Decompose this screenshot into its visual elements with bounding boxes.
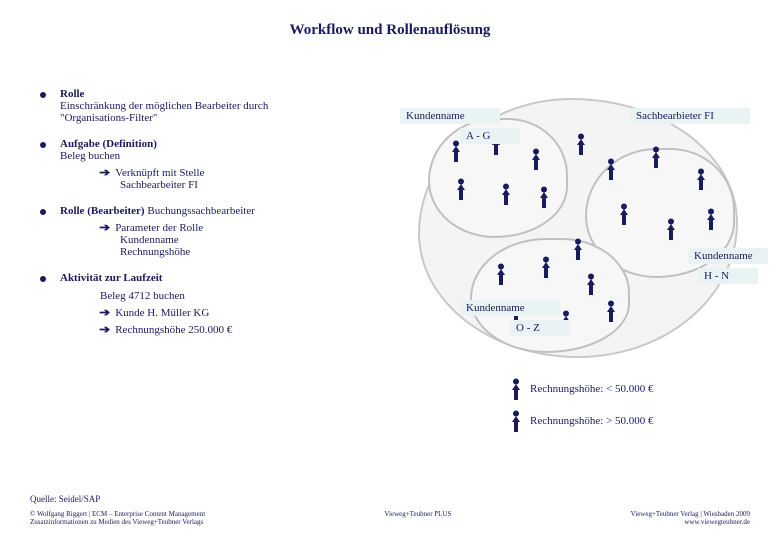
- person-icon: [665, 218, 677, 240]
- section-rolle-bearbeiter: Rolle (Bearbeiter) Buchungssachbearbeite…: [40, 205, 340, 258]
- person-icon: [495, 263, 507, 285]
- label-b_oz_v: O - Z: [510, 320, 570, 336]
- legend-row: Rechnungshöhe: < 50.000 €: [510, 378, 654, 400]
- footer-source: Quelle: Seidel/SAP: [30, 494, 750, 504]
- person-icon: [575, 133, 587, 155]
- arrow-icon: ➔: [99, 221, 110, 234]
- aufgabe-arrow2: Sachbearbeiter FI: [120, 179, 204, 191]
- label-b_hn_v: H - N: [698, 268, 758, 284]
- akt-arrow1: Kunde H. Müller KG: [115, 307, 209, 319]
- rolleb-line1: Buchungssachbearbeiter: [147, 205, 255, 217]
- person-icon: [538, 186, 550, 208]
- diagram: Kundenname A - G Sachbearbieter FI Kundenna…: [360, 78, 760, 498]
- person-icon: [455, 178, 467, 200]
- rolleb-arrow1: Parameter der Rolle: [115, 222, 203, 234]
- aufgabe-line1: Beleg buchen: [60, 150, 204, 162]
- label-b_ag_v: A - G: [460, 128, 520, 144]
- left-column: Rolle Einschränkung der möglichen Bearbe…: [40, 88, 340, 350]
- section-rolle: Rolle Einschränkung der möglichen Bearbe…: [40, 88, 340, 124]
- bullet-icon: [40, 92, 46, 98]
- aufgabe-heading: Aufgabe (Definition): [60, 138, 204, 150]
- section-aktivitaet: Aktivität zur Laufzeit Beleg 4712 buchen…: [40, 272, 340, 336]
- person-icon: [572, 238, 584, 260]
- section-aufgabe: Aufgabe (Definition) Beleg buchen ➔ Verkn…: [40, 138, 340, 191]
- akt-arrow2: Rechnungshöhe 250.000 €: [115, 324, 232, 336]
- person-icon: [585, 273, 597, 295]
- label-b_fi: Sachbearbieter FI: [630, 108, 750, 124]
- rolle-heading: Rolle: [60, 88, 268, 100]
- rolleb-heading: Rolle (Bearbeiter): [60, 205, 145, 217]
- rolleb-arrow2: Kundenname: [120, 234, 255, 246]
- rolle-line2: "Organisations-Filter": [60, 112, 268, 124]
- person-icon: [605, 158, 617, 180]
- footer-right: Vieweg+Teubner Verlag | Wiesbaden 2009 w…: [631, 510, 750, 526]
- label-b_ag_k: Kundenname: [400, 108, 500, 124]
- label-b_oz_k: Kundenname: [460, 300, 560, 316]
- person-icon: [650, 146, 662, 168]
- person-icon: [618, 203, 630, 225]
- footer-center: Vieweg+Teubner PLUS: [205, 510, 630, 526]
- akt-heading: Aktivität zur Laufzeit: [60, 272, 232, 284]
- person-icon: [530, 148, 542, 170]
- person-icon: [540, 256, 552, 278]
- rolleb-arrow3: Rechnungshöhe: [120, 246, 255, 258]
- legend-row: Rechnungshöhe: > 50.000 €: [510, 410, 654, 432]
- arrow-icon: ➔: [99, 306, 110, 319]
- aufgabe-arrow1: Verknüpft mit Stelle: [115, 167, 204, 179]
- person-icon: [695, 168, 707, 190]
- bullet-icon: [40, 276, 46, 282]
- person-icon: [705, 208, 717, 230]
- person-icon: [510, 410, 522, 432]
- bullet-icon: [40, 142, 46, 148]
- footer-left: © Wolfgang Riggert | ECM – Enterprise Co…: [30, 510, 205, 526]
- akt-line1: Beleg 4712 buchen: [100, 290, 232, 302]
- label-b_hn_k: Kundenname: [688, 248, 768, 264]
- legend-text: Rechnungshöhe: < 50.000 €: [530, 383, 654, 395]
- person-icon: [510, 378, 522, 400]
- arrow-icon: ➔: [99, 323, 110, 336]
- arrow-icon: ➔: [99, 166, 110, 179]
- person-icon: [605, 300, 617, 322]
- footer: Quelle: Seidel/SAP © Wolfgang Riggert | …: [30, 494, 750, 526]
- rolle-line1: Einschränkung der möglichen Bearbeiter d…: [60, 100, 268, 112]
- bullet-icon: [40, 209, 46, 215]
- page-title: Workflow und Rollenauflösung: [0, 0, 780, 39]
- legend-text: Rechnungshöhe: > 50.000 €: [530, 415, 654, 427]
- person-icon: [500, 183, 512, 205]
